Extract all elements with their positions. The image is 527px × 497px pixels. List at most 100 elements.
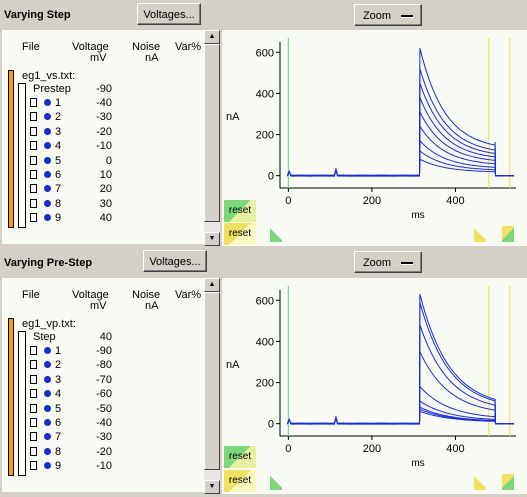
list-item[interactable]: 7 20 [2,183,202,195]
cursor-marker-yellow[interactable] [474,226,486,242]
list-item[interactable]: 1 -40 [2,97,202,109]
column-header-noise-unit: nA [145,52,159,64]
row-checkbox[interactable] [30,389,37,399]
column-header-file: File [22,289,40,301]
reset-button-green[interactable]: reset [224,200,256,222]
column-header-voltage: Voltage [72,41,109,53]
y-tick-label: 0 [268,419,274,431]
row-voltage: -70 [96,373,112,386]
row-checkbox[interactable] [30,432,37,442]
list-item[interactable]: 2 -80 [2,359,202,371]
x-tick-label: 400 [446,195,464,207]
current-plot[interactable]: 0 200 400 600 0 200 400 nA ms [222,30,527,246]
column-header-noise: Noise [132,289,161,301]
trace-4 [287,351,514,425]
row-checkbox[interactable] [30,98,37,107]
dropdown-dash-icon [401,14,414,18]
list-item[interactable]: 8 -20 [2,446,202,458]
y-axis-label: nA [226,111,240,123]
list-item[interactable]: 5 -50 [2,403,202,415]
list-item[interactable]: 4 -60 [2,388,202,400]
list-item[interactable]: 2 -30 [2,111,202,123]
plot-svg: 0 200 400 600 0 200 400 nA ms [226,38,516,221]
scroll-down-icon[interactable]: ▼ [204,232,220,246]
row-index: 1 [55,345,62,357]
list-item[interactable]: 9 -10 [2,460,202,472]
row-index: 5 [55,154,62,167]
list-scrollbar[interactable]: ▲ ▼ [204,30,220,246]
cursor-marker-green[interactable] [270,474,282,490]
zoom-button[interactable]: Zoom [354,4,422,26]
row-checkbox[interactable] [30,170,37,179]
row-checkbox[interactable] [30,141,37,151]
plot-svg: 0 200 400 600 0 200 400 nA ms [226,286,516,469]
cursor-marker-end[interactable] [502,474,514,490]
column-header-noise-unit: nA [145,300,159,312]
list-item[interactable]: 1 -90 [2,345,202,357]
row-checkbox[interactable] [30,418,37,427]
row-index: 3 [55,373,62,386]
row-checkbox[interactable] [30,346,37,355]
voltage-list: File Voltage mV Noise nA Var% eg1_vs.txt: Prest… [2,30,204,244]
row-checkbox[interactable] [30,446,37,456]
row-checkbox[interactable] [30,213,37,223]
voltages-button[interactable]: Voltages... [143,250,207,272]
list-item[interactable]: 6 10 [2,169,202,181]
scroll-thumb[interactable] [204,292,220,470]
row-checkbox[interactable] [30,155,37,165]
y-axis-label: nA [226,359,240,371]
file-name[interactable]: eg1_vs.txt: [22,70,76,82]
row-checkbox[interactable] [30,360,37,370]
scroll-down-icon[interactable]: ▼ [204,480,220,494]
row-checkbox[interactable] [30,126,37,136]
sub-value: 40 [99,331,112,343]
row-voltage: 10 [99,169,112,181]
voltages-button[interactable]: Voltages... [137,3,201,25]
reset-button-yellow[interactable]: reset [224,470,256,492]
scroll-up-icon[interactable]: ▲ [204,278,220,292]
zoom-label: Zoom [362,10,392,22]
row-checkbox[interactable] [30,198,37,208]
zoom-label: Zoom [362,257,392,269]
reset-button-yellow[interactable]: reset [224,223,256,245]
row-index: 6 [55,169,62,181]
cursor-marker-yellow[interactable] [474,474,486,490]
list-scrollbar[interactable]: ▲ ▼ [204,278,220,494]
row-voltage: 20 [99,183,112,196]
row-checkbox[interactable] [30,403,37,413]
row-checkbox[interactable] [30,374,37,384]
row-voltage: 0 [105,154,112,167]
scroll-up-icon[interactable]: ▲ [204,30,220,44]
selection-band [18,331,26,476]
trace-dot-icon [44,171,51,178]
row-checkbox[interactable] [30,112,37,122]
sub-value: -90 [96,83,112,95]
row-checkbox[interactable] [30,184,37,194]
reset-button-green[interactable]: reset [224,446,256,468]
trace-dot-icon [44,156,51,164]
list-item[interactable]: 3 -70 [2,374,202,386]
row-index: 7 [55,183,62,196]
cursor-marker-green[interactable] [270,226,282,242]
file-name[interactable]: eg1_vp.txt: [22,318,76,330]
list-item[interactable]: 9 40 [2,212,202,224]
y-tick-label: 400 [256,88,274,100]
list-item[interactable]: 6 -40 [2,417,202,429]
list-item[interactable]: 4 -10 [2,140,202,152]
list-item[interactable]: 7 -30 [2,431,202,443]
list-item[interactable]: 8 30 [2,198,202,210]
cursor-marker-end[interactable] [502,226,514,242]
current-plot[interactable]: 0 200 400 600 0 200 400 nA ms [222,278,527,494]
list-item[interactable]: 3 -20 [2,126,202,138]
y-tick-label: 600 [256,295,274,307]
row-index: 9 [55,212,62,225]
row-voltage: -90 [96,345,112,357]
row-index: 1 [55,97,62,109]
trace-dot-icon [44,185,51,193]
scroll-thumb[interactable] [204,44,220,222]
trace-dot-icon [44,404,51,412]
zoom-button[interactable]: Zoom [354,251,422,273]
row-voltage: -40 [96,417,112,429]
row-checkbox[interactable] [30,461,37,471]
